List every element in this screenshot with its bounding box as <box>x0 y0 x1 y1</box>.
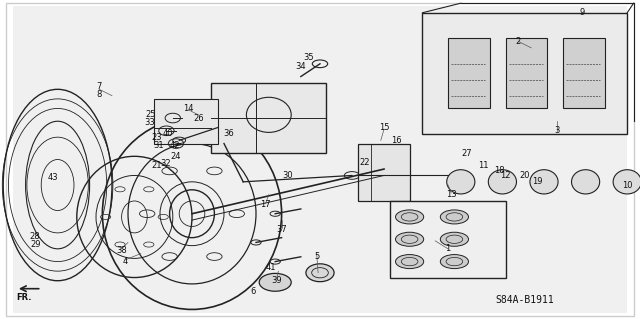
Text: S84A-B1911: S84A-B1911 <box>495 295 554 305</box>
Text: 29: 29 <box>30 240 40 249</box>
Text: 33: 33 <box>145 118 155 127</box>
Text: 9: 9 <box>580 8 585 17</box>
Ellipse shape <box>572 170 600 194</box>
Text: 31: 31 <box>154 141 164 150</box>
Ellipse shape <box>530 170 558 194</box>
Text: 6: 6 <box>250 287 255 296</box>
Text: 26: 26 <box>193 114 204 122</box>
Text: 40: 40 <box>163 130 173 138</box>
Text: 30: 30 <box>283 171 293 180</box>
Text: 2: 2 <box>516 37 521 46</box>
Ellipse shape <box>306 264 334 282</box>
Text: 16: 16 <box>392 136 402 145</box>
Bar <box>448 38 490 108</box>
Text: 32: 32 <box>160 159 170 168</box>
Text: 27: 27 <box>462 149 472 158</box>
Text: 38: 38 <box>116 246 127 255</box>
Text: 34: 34 <box>296 63 306 71</box>
Bar <box>563 38 605 108</box>
Bar <box>358 144 410 201</box>
Text: 43: 43 <box>48 173 58 182</box>
Text: 36: 36 <box>223 130 234 138</box>
Ellipse shape <box>613 170 640 194</box>
Text: 23: 23 <box>152 133 162 142</box>
Ellipse shape <box>447 170 475 194</box>
Text: 42: 42 <box>170 141 180 150</box>
Ellipse shape <box>259 273 291 291</box>
Text: 12: 12 <box>500 171 511 180</box>
Ellipse shape <box>488 170 516 194</box>
Text: 17: 17 <box>260 200 271 209</box>
Text: 19: 19 <box>532 177 543 186</box>
Text: 22: 22 <box>360 158 370 167</box>
Ellipse shape <box>396 210 424 224</box>
Ellipse shape <box>440 210 468 224</box>
Bar <box>211 83 326 153</box>
Text: 15: 15 <box>379 123 389 132</box>
Text: 11: 11 <box>478 161 488 170</box>
Ellipse shape <box>396 255 424 269</box>
Text: 35: 35 <box>303 53 314 62</box>
Text: 5: 5 <box>314 252 319 261</box>
Text: 3: 3 <box>554 126 559 135</box>
Ellipse shape <box>396 232 424 246</box>
Text: 14: 14 <box>184 104 194 113</box>
Bar <box>390 201 506 278</box>
Text: 13: 13 <box>446 190 456 199</box>
Text: 20: 20 <box>520 171 530 180</box>
Text: 18: 18 <box>494 166 504 175</box>
Text: 37: 37 <box>276 225 287 234</box>
Bar <box>422 13 627 134</box>
Text: 24: 24 <box>171 152 181 161</box>
Text: 1: 1 <box>445 244 451 253</box>
Text: 7: 7 <box>97 82 102 91</box>
Text: 8: 8 <box>97 90 102 99</box>
Text: 25: 25 <box>145 110 156 119</box>
Ellipse shape <box>440 232 468 246</box>
Bar <box>506 38 547 108</box>
Text: 28: 28 <box>30 232 40 241</box>
Text: 21: 21 <box>152 161 162 170</box>
Text: 39: 39 <box>271 276 282 285</box>
Text: 10: 10 <box>622 181 632 189</box>
Bar <box>154 99 218 144</box>
Text: 4: 4 <box>122 257 127 266</box>
Text: 41: 41 <box>266 263 276 272</box>
Text: FR.: FR. <box>17 293 32 302</box>
Ellipse shape <box>440 255 468 269</box>
